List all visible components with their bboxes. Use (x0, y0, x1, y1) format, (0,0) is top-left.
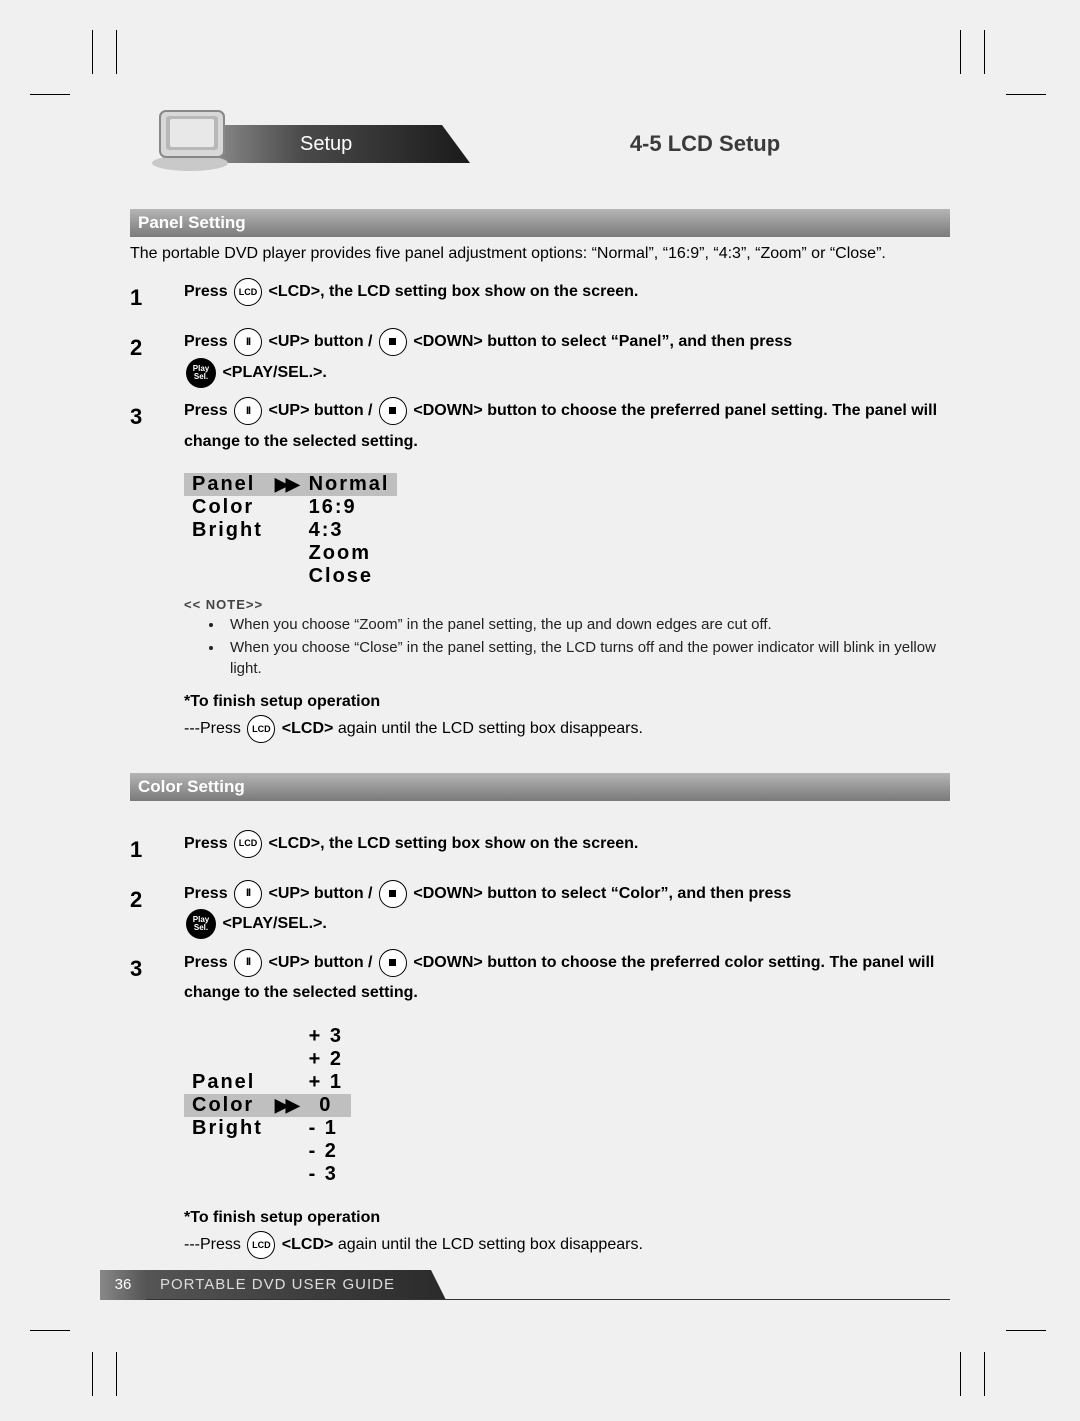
note-label: << NOTE>> (184, 597, 950, 612)
note-item: When you choose “Zoom” in the panel sett… (224, 614, 950, 635)
osd-right-close: Close (301, 565, 398, 588)
color-finish-block: *To finish setup operation ---Press LCD … (184, 1209, 950, 1259)
step-number: 3 (130, 948, 184, 990)
panel-step-1: 1 Press LCD <LCD>, the LCD setting box s… (130, 277, 950, 319)
osd-left-color: Color (184, 1094, 271, 1117)
panel-setting-heading: Panel Setting (130, 209, 950, 237)
osd-left-panel: Panel (184, 473, 271, 496)
page-footer: 36 PORTABLE DVD USER GUIDE (100, 1270, 950, 1300)
up-button-icon: II (234, 397, 262, 425)
osd-left-bright: Bright (184, 1117, 271, 1140)
panel-step-2: 2 Press II <UP> button / <DOWN> button t… (130, 327, 950, 388)
step-number: 2 (130, 327, 184, 369)
panel-step-3: 3 Press II <UP> button / <DOWN> button t… (130, 396, 950, 457)
up-button-icon: II (234, 880, 262, 908)
finish-title: *To finish setup operation (184, 693, 950, 711)
step-number: 1 (130, 829, 184, 871)
osd-val: - 3 (301, 1163, 351, 1186)
step-text: Press (184, 835, 232, 852)
osd-right-169: 16:9 (301, 496, 398, 519)
dvd-player-icon (140, 103, 240, 173)
footer-rule (146, 1299, 950, 1300)
step-text: <LCD>, the LCD setting box show on the s… (269, 835, 639, 852)
section-banner: Setup 4-5 LCD Setup (130, 125, 950, 181)
osd-left-bright: Bright (184, 519, 271, 542)
down-button-icon (379, 328, 407, 356)
step-text: <DOWN> button to select “Panel”, and the… (413, 333, 792, 350)
down-button-icon (379, 880, 407, 908)
osd-val: 0 (301, 1094, 351, 1117)
osd-right-zoom: Zoom (301, 542, 398, 565)
play-sel-button-icon: PlaySel. (186, 909, 216, 939)
lcd-button-icon: LCD (234, 830, 262, 858)
step-number: 1 (130, 277, 184, 319)
color-setting-heading: Color Setting (130, 773, 950, 801)
finish-text: again until the LCD setting box disappea… (338, 720, 643, 737)
osd-val: + 1 (301, 1071, 351, 1094)
step-text: Press (184, 954, 232, 971)
osd-left-color: Color (184, 496, 271, 519)
step-number: 3 (130, 396, 184, 438)
step-text: Press (184, 333, 232, 350)
osd-left-panel: Panel (184, 1071, 271, 1094)
osd-arrow-icon: ▶▶ (271, 1094, 301, 1117)
step-text: <PLAY/SEL.>. (222, 364, 326, 381)
finish-text: ---Press (184, 720, 245, 737)
panel-osd-table: Panel ▶▶ Normal Color 16:9 Bright 4:3 Zo… (184, 473, 397, 588)
osd-right-normal: Normal (301, 473, 398, 496)
lcd-button-icon: LCD (234, 278, 262, 306)
section-title: 4-5 LCD Setup (460, 125, 950, 163)
finish-text: <LCD> (282, 1236, 334, 1253)
step-number: 2 (130, 879, 184, 921)
finish-title: *To finish setup operation (184, 1209, 950, 1227)
step-text: <DOWN> button to select “Color”, and the… (413, 885, 791, 902)
panel-note-list: When you choose “Zoom” in the panel sett… (204, 614, 950, 679)
step-text: Press (184, 885, 232, 902)
color-osd-table: + 3 + 2 Panel + 1 Color ▶▶ 0 Bright - 1 … (184, 1025, 351, 1186)
step-text: <UP> button / (269, 954, 377, 971)
osd-val: - 1 (301, 1117, 351, 1140)
panel-finish-block: *To finish setup operation ---Press LCD … (184, 693, 950, 743)
panel-setting-intro: The portable DVD player provides five pa… (130, 243, 950, 265)
osd-val: + 3 (301, 1025, 351, 1048)
note-item: When you choose “Close” in the panel set… (224, 637, 950, 679)
step-text: <LCD>, the LCD setting box show on the s… (269, 283, 639, 300)
color-step-2: 2 Press II <UP> button / <DOWN> button t… (130, 879, 950, 940)
osd-right-43: 4:3 (301, 519, 398, 542)
down-button-icon (379, 397, 407, 425)
step-text: <PLAY/SEL.>. (222, 915, 326, 932)
footer-doc-title: PORTABLE DVD USER GUIDE (146, 1270, 446, 1300)
finish-text: <LCD> (282, 720, 334, 737)
down-button-icon (379, 949, 407, 977)
lcd-button-icon: LCD (247, 715, 275, 743)
lcd-button-icon: LCD (247, 1231, 275, 1259)
up-button-icon: II (234, 328, 262, 356)
step-text: Press (184, 283, 232, 300)
color-step-3: 3 Press II <UP> button / <DOWN> button t… (130, 948, 950, 1009)
step-text: <UP> button / (269, 333, 377, 350)
up-button-icon: II (234, 949, 262, 977)
step-text: <UP> button / (269, 885, 377, 902)
page-content: Setup 4-5 LCD Setup Panel Setting The po… (130, 125, 950, 1259)
finish-text: ---Press (184, 1236, 245, 1253)
page-number: 36 (100, 1270, 146, 1300)
finish-text: again until the LCD setting box disappea… (338, 1236, 643, 1253)
step-text: Press (184, 402, 232, 419)
step-text: <UP> button / (269, 402, 377, 419)
osd-val: + 2 (301, 1048, 351, 1071)
color-step-1: 1 Press LCD <LCD>, the LCD setting box s… (130, 829, 950, 871)
play-sel-button-icon: PlaySel. (186, 358, 216, 388)
osd-arrow-icon: ▶▶ (271, 473, 301, 496)
osd-val: - 2 (301, 1140, 351, 1163)
